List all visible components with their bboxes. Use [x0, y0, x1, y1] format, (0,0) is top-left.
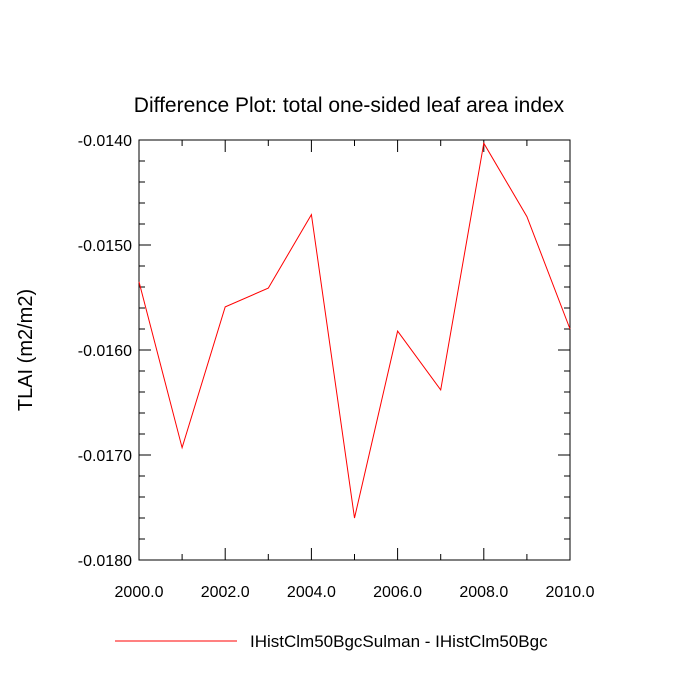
x-tick-label: 2010.0: [546, 584, 595, 601]
legend-label: IHistClm50BgcSulman - IHistClm50Bgc: [250, 632, 548, 651]
y-tick-label: -0.0170: [78, 448, 132, 465]
y-tick-label: -0.0160: [78, 343, 132, 360]
x-tick-label: 2006.0: [373, 584, 422, 601]
x-tick-label: 2008.0: [459, 584, 508, 601]
y-tick-label: -0.0140: [78, 133, 132, 150]
y-axis-ticks: -0.0140 -0.0150 -0.0160 -0.0170 -0.0180: [78, 133, 570, 570]
y-tick-label: -0.0150: [78, 238, 132, 255]
y-tick-label: -0.0180: [78, 553, 132, 570]
x-tick-label: 2000.0: [115, 584, 164, 601]
series-layer: [138, 141, 571, 519]
x-axis-ticks: 2000.0 2002.0 2004.0 2006.0 2008.0 2010.0: [115, 140, 595, 601]
chart-title: Difference Plot: total one-sided leaf ar…: [134, 94, 565, 117]
x-tick-label: 2002.0: [201, 584, 250, 601]
y-axis-label: TLAI (m2/m2): [15, 289, 37, 411]
series-line: [138, 141, 571, 519]
plot-area-frame: [138, 139, 571, 561]
x-tick-label: 2004.0: [287, 584, 336, 601]
legend: IHistClm50BgcSulman - IHistClm50Bgc: [115, 632, 548, 651]
